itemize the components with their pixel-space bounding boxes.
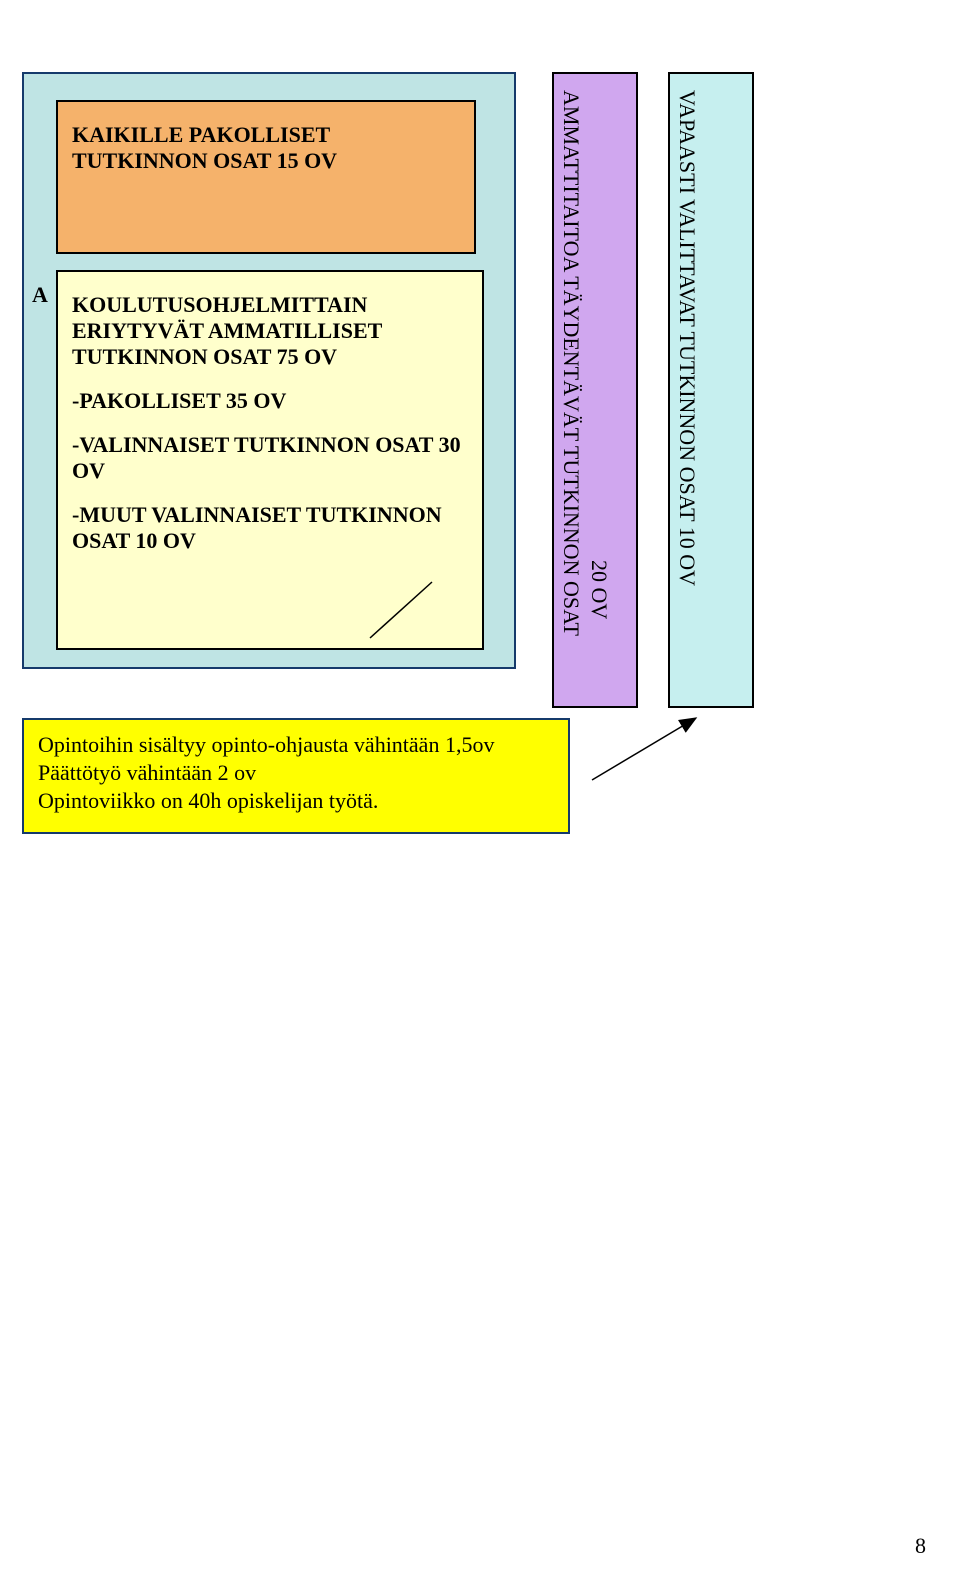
page-number: 8 xyxy=(915,1533,926,1559)
page: A KAIKILLE PAKOLLISET TUTKINNON OSAT 15 … xyxy=(0,0,960,1587)
info-arrow xyxy=(0,0,960,1587)
info-arrow-line xyxy=(592,718,696,780)
